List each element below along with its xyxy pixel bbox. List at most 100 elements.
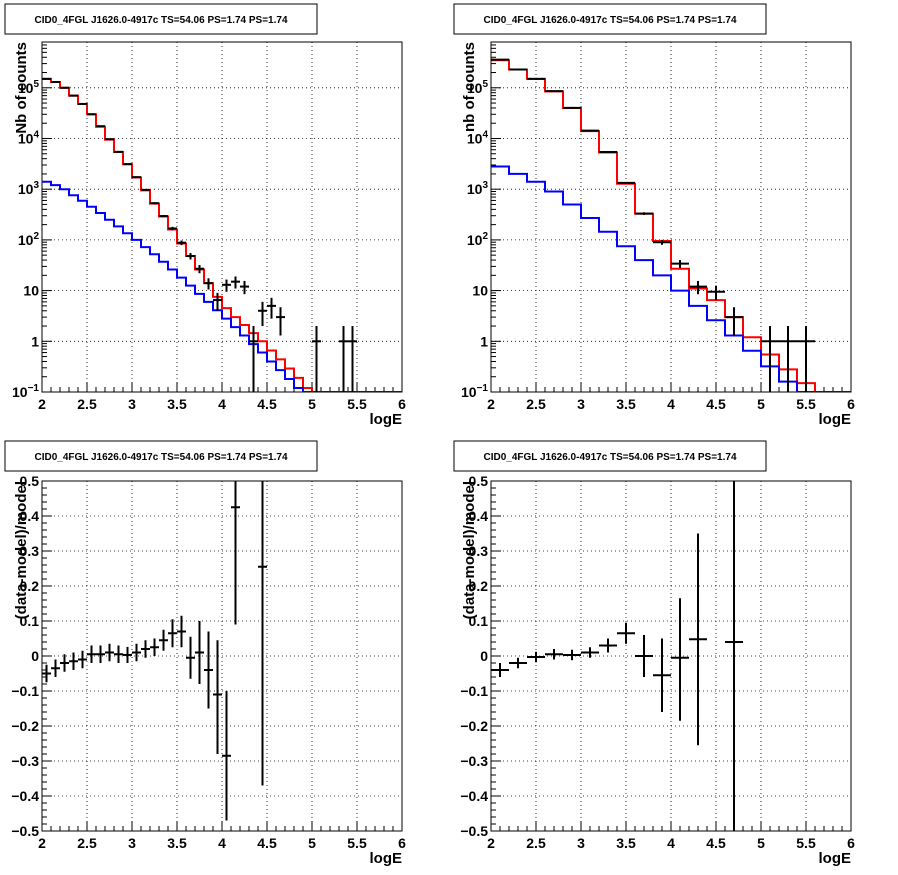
y-tick-label: 104	[467, 129, 489, 146]
y-tick-label: 102	[467, 231, 489, 248]
y-tick-label-base: 10	[467, 80, 483, 96]
y-tick-label-base: 10	[472, 283, 488, 299]
data-point	[635, 212, 653, 215]
x-axis-label: logE	[370, 850, 403, 867]
data-point	[186, 636, 195, 679]
y-tick-label-base: 1	[480, 333, 488, 349]
y-tick-label: 1	[31, 333, 39, 349]
chart-panel-bottom-left: 2 2.5 3 3.5 4 4.5 5 5.5 6 −0.5 −0.4 −0.3 −0.2 −0.1 0 0.…	[4, 440, 406, 867]
y-tick-label-base: 10	[18, 232, 34, 248]
data-point	[186, 253, 195, 260]
data-point	[60, 86, 69, 89]
data-point	[51, 81, 60, 84]
y-tick-label: 0	[480, 648, 488, 664]
data-point	[69, 652, 78, 670]
data-point	[276, 307, 285, 336]
data-point	[258, 301, 267, 327]
y-tick-label: 0.3	[20, 543, 40, 559]
data-point	[797, 326, 815, 392]
y-tick-label-exponent: −1	[28, 383, 40, 394]
data-point	[635, 635, 653, 677]
data-point	[491, 58, 509, 61]
y-tick-label: −0.5	[460, 823, 488, 839]
x-tick-label: 3	[577, 396, 585, 412]
y-tick-label: 103	[18, 180, 40, 197]
data-point	[653, 638, 671, 712]
x-tick-label: 4	[667, 396, 675, 412]
data-point	[527, 77, 545, 80]
x-tick-label: 3.5	[616, 396, 636, 412]
y-tick-label: 10	[472, 283, 488, 299]
y-tick-label-exponent: 5	[33, 79, 39, 90]
y-tick-label-exponent: 3	[482, 180, 488, 191]
y-tick-label-base: 10	[23, 283, 39, 299]
y-tick-label: 102	[18, 231, 40, 248]
data-point	[707, 285, 725, 301]
y-tick-label-base: 10	[467, 130, 483, 146]
data-point	[222, 691, 231, 821]
y-tick-label-base: 10	[12, 384, 28, 400]
y-tick-label: 0.5	[469, 473, 489, 489]
y-tick-label: −0.5	[11, 823, 39, 839]
data-point	[141, 188, 150, 191]
y-axis-label: Nb of counts	[13, 42, 30, 134]
data-point	[348, 326, 357, 392]
x-tick-label: 2	[487, 396, 495, 412]
y-tick-label: 105	[467, 79, 489, 96]
data-point	[563, 649, 581, 661]
chart-title-box: CID0_4FGL J1626.0-4917c TS=54.06 PS=1.74…	[453, 440, 767, 472]
data-point	[51, 659, 60, 677]
x-tick-label: 4.5	[706, 396, 726, 412]
data-point	[761, 326, 779, 392]
x-axis-label: logE	[370, 411, 403, 428]
y-axis-label: (data-model)/model	[461, 481, 478, 619]
data-point	[123, 646, 132, 663]
y-tick-label-exponent: 3	[33, 180, 39, 191]
x-tick-label: 2	[38, 835, 46, 851]
data-point	[527, 651, 545, 663]
y-tick-label: 105	[18, 79, 40, 96]
y-tick-label: 0.2	[20, 578, 40, 594]
data-point	[725, 307, 743, 336]
x-tick-label: 6	[398, 396, 406, 412]
chart-title: CID0_4FGL J1626.0-4917c TS=54.06 PS=1.74…	[483, 452, 736, 463]
data-point	[249, 326, 258, 392]
data-point	[671, 598, 689, 721]
data-point	[779, 326, 797, 392]
data-point	[204, 278, 213, 290]
y-tick-label: 0.5	[20, 473, 40, 489]
x-tick-label: 5.5	[347, 835, 367, 851]
y-tick-label: −0.1	[11, 683, 39, 699]
data-point	[96, 125, 105, 128]
y-tick-label: −0.4	[460, 788, 488, 804]
x-tick-label: 4.5	[706, 835, 726, 851]
x-tick-label: 5.5	[796, 396, 816, 412]
title-frame	[4, 440, 318, 472]
chart-title: CID0_4FGL J1626.0-4917c TS=54.06 PS=1.74…	[34, 15, 287, 26]
y-axis-label: (data-model)/model	[13, 481, 30, 619]
y-tick-label-exponent: 5	[482, 79, 488, 90]
grid	[42, 42, 402, 392]
data-point	[312, 326, 321, 392]
x-tick-label: 6	[398, 835, 406, 851]
data-point	[258, 481, 267, 786]
y-tick-label-exponent: 4	[33, 129, 39, 140]
x-tick-label: 5.5	[796, 835, 816, 851]
x-axis-label: logE	[819, 411, 852, 428]
y-tick-label: 0	[31, 648, 39, 664]
data-point	[671, 260, 689, 268]
x-tick-label: 2.5	[526, 396, 546, 412]
y-tick-label-base: 10	[467, 232, 483, 248]
data-point	[213, 640, 222, 754]
data-point	[168, 619, 177, 648]
x-tick-label: 4.5	[257, 835, 277, 851]
data-point	[177, 615, 186, 648]
y-tick-label: 104	[18, 129, 40, 146]
data-point	[69, 94, 78, 97]
y-tick-label: 0.1	[469, 613, 489, 629]
y-tick-label: −0.4	[11, 788, 39, 804]
data-point	[123, 163, 132, 166]
y-tick-label-base: 10	[467, 181, 483, 197]
x-tick-label: 6	[847, 396, 855, 412]
